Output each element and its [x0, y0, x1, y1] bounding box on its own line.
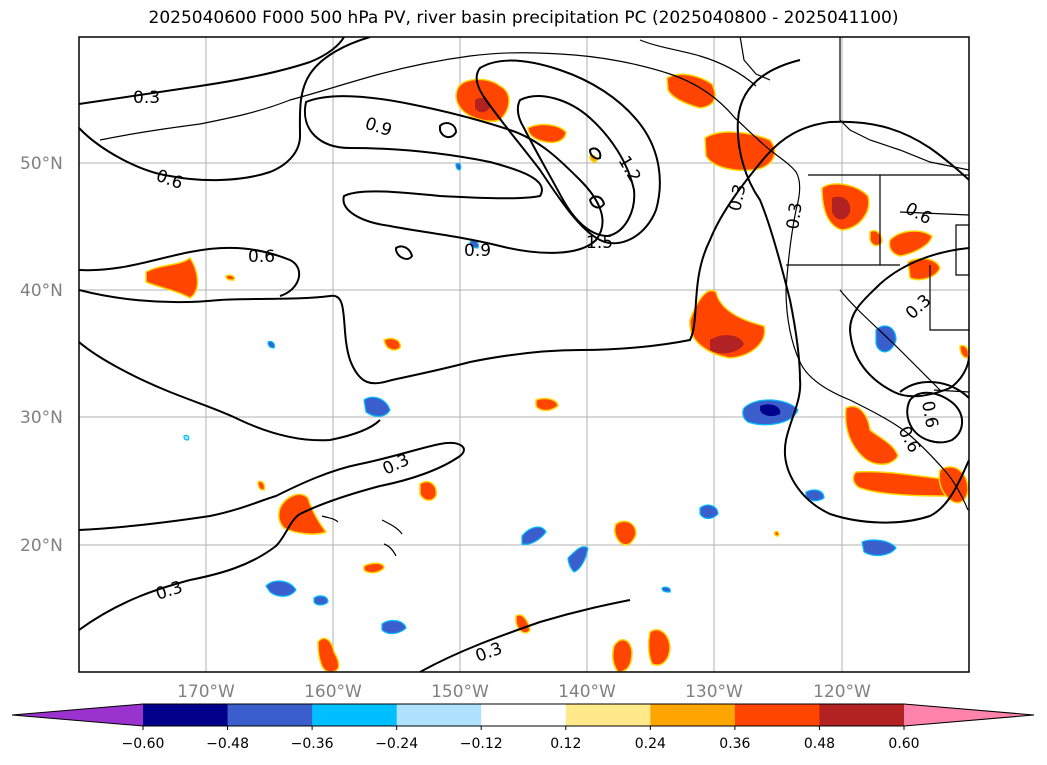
precip-patch	[567, 546, 589, 573]
lat-label: 50°N	[20, 154, 63, 174]
pv-contour-1.5	[516, 95, 636, 238]
colorbar-tick-label: 0.24	[635, 736, 666, 752]
precip-patch	[535, 397, 559, 412]
pv-contour-0.6	[79, 37, 371, 182]
pv-contour-1.5	[588, 195, 606, 209]
pv-contour-0.6	[79, 246, 301, 297]
colorbar-segment	[819, 704, 905, 726]
precip-patch	[225, 274, 236, 281]
pv-contour-1.5	[588, 147, 602, 160]
precip-patch	[773, 530, 780, 537]
pv-contour-0.6	[79, 341, 381, 442]
precip-patch	[612, 639, 633, 672]
lon-label: 170°W	[177, 682, 235, 702]
pv-contour-0.3	[736, 59, 969, 524]
precip-patch	[869, 230, 883, 247]
precip-patch	[710, 335, 744, 354]
colorbar-extend-min	[12, 704, 143, 726]
lat-label: 30°N	[20, 408, 63, 428]
precip-patch	[613, 520, 637, 546]
map-title: 2025040600 F000 500 hPa PV, river basin …	[148, 8, 899, 28]
contour-label: 0.9	[464, 241, 491, 261]
map-background	[79, 37, 969, 672]
pv-contour-1.2	[475, 59, 661, 245]
precip-patch	[666, 73, 716, 109]
pv-contour-0.9	[439, 122, 458, 138]
colorbar-extend-max	[904, 704, 1034, 726]
pv-contour-0.3	[419, 599, 631, 672]
precip-patch	[455, 162, 462, 171]
precip-patch	[661, 586, 671, 593]
latitude-labels: 50°N 40°N 30°N 20°N	[20, 154, 63, 556]
pv-contour-0.9	[906, 391, 963, 444]
colorbar-segment	[227, 704, 313, 726]
precip-patch	[689, 289, 766, 359]
precip-patch	[267, 340, 276, 349]
precip-patch	[383, 337, 401, 351]
precip-patch	[888, 230, 933, 257]
colorbar-tick-label: −0.12	[460, 736, 503, 752]
lon-label: 150°W	[431, 682, 489, 702]
pv-contours	[79, 37, 969, 672]
contour-label: 0.3	[133, 88, 160, 108]
precip-patch	[832, 196, 851, 220]
contour-label: 0.6	[248, 247, 275, 267]
colorbar-tick-label: 0.48	[804, 736, 835, 752]
lon-label: 160°W	[304, 682, 362, 702]
precip-patch	[313, 595, 329, 606]
colorbar: −0.60 −0.48 −0.36 −0.24 −0.12 0.12 0.24 0.36 0.4…	[11, 703, 1035, 752]
precip-patch	[699, 504, 719, 520]
colorbar-tick-label: −0.36	[291, 736, 334, 752]
colorbar-tick-label: −0.48	[206, 736, 249, 752]
pv-contour-0.9	[395, 245, 414, 260]
coastlines	[99, 37, 969, 557]
precip-patch	[527, 123, 567, 144]
contour-label: 0.3	[783, 201, 807, 231]
colorbar-segment	[734, 704, 820, 726]
precip-patch	[265, 580, 297, 597]
precip-positive-patches	[145, 73, 969, 672]
precip-patch	[521, 526, 547, 545]
pv-contour-0.3	[79, 37, 345, 105]
colorbar-tick-label: −0.60	[122, 736, 165, 752]
pv-contour-0.6	[79, 120, 969, 385]
precip-patch	[363, 562, 385, 574]
colorbar-segment	[565, 704, 651, 726]
precip-patch	[317, 637, 340, 672]
precip-patch	[852, 470, 959, 497]
lon-label: 120°W	[813, 682, 871, 702]
precip-patch	[647, 628, 671, 666]
longitude-labels: 170°W 160°W 150°W 140°W 130°W 120°W	[177, 682, 871, 702]
precip-patch	[760, 404, 781, 417]
pv-contour-0.3	[79, 442, 465, 631]
precip-patch	[257, 480, 266, 491]
precip-patch	[363, 396, 391, 417]
colorbar-segment	[396, 704, 482, 726]
colorbar-segment	[650, 704, 736, 726]
precip-patch	[844, 405, 899, 465]
precip-patch	[861, 539, 897, 557]
precip-patch	[183, 434, 190, 441]
colorbar-segment	[312, 704, 398, 726]
lon-label: 140°W	[558, 682, 616, 702]
precip-patch	[419, 480, 437, 501]
lat-label: 20°N	[20, 536, 63, 556]
precip-patch	[145, 256, 199, 299]
contour-label: 1.5	[586, 233, 613, 253]
pv-contour-0.3	[848, 247, 969, 398]
map-frame	[78, 36, 970, 673]
colorbar-tick-label: 0.36	[719, 736, 750, 752]
pv-contour-0.6	[899, 381, 969, 399]
colorbar-tick-label: 0.12	[550, 736, 581, 752]
colorbar-tick-label: −0.24	[375, 736, 418, 752]
lat-label: 40°N	[20, 281, 63, 301]
colorbar-tick-label: 0.60	[888, 736, 919, 752]
lon-label: 130°W	[685, 682, 743, 702]
colorbar-segment	[143, 704, 229, 726]
precip-patch	[381, 619, 407, 635]
colorbar-segment	[481, 704, 567, 726]
contour-label: 0.6	[917, 399, 941, 429]
